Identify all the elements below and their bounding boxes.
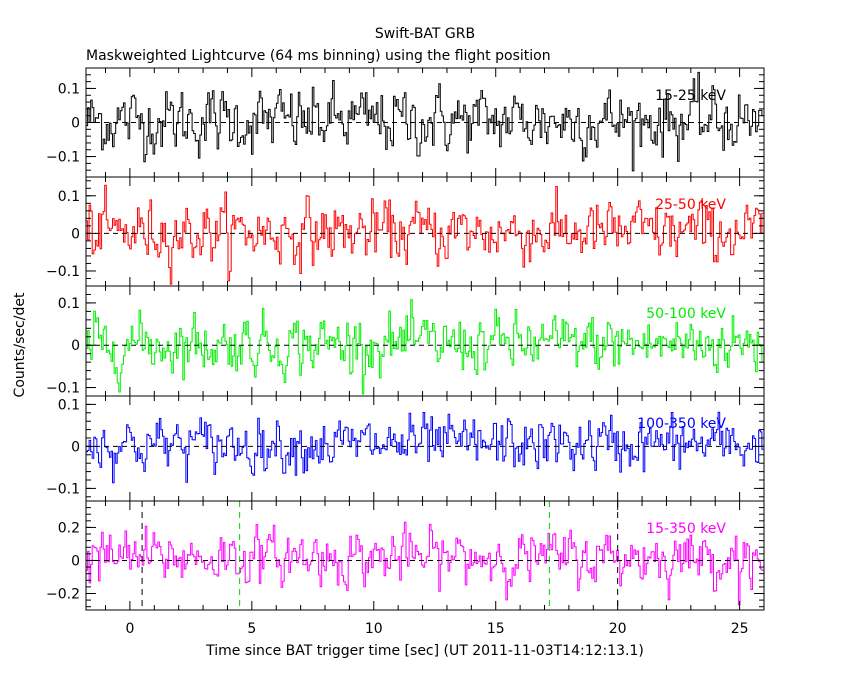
x-axis: 0 5 10 15 20 25 xyxy=(125,621,748,637)
y-axis-label: Counts/sec/det xyxy=(12,292,28,397)
x-axis-label: Time since BAT trigger time [sec] (UT 20… xyxy=(205,643,644,659)
panel-frame xyxy=(85,395,765,502)
y-tick-label: −0.1 xyxy=(46,381,80,397)
panels-group: −0.1 0 0.1 15-25 keV −0.1 0 0.1 25-50 keV −0.1 0 0… xyxy=(46,67,765,611)
series-line xyxy=(86,299,764,395)
panel-15-350-kev: −0.2 0 0.2 15-350 keV xyxy=(46,500,765,611)
x-tick-label: 15 xyxy=(487,621,505,637)
series-line xyxy=(86,184,764,285)
y-tick-label: 0 xyxy=(71,553,80,569)
y-tick-label: 0 xyxy=(71,338,80,354)
series-line xyxy=(86,71,764,172)
x-tick-label: 10 xyxy=(365,621,383,637)
y-tick-label: 0 xyxy=(71,116,80,132)
x-tick-label: 0 xyxy=(125,621,134,637)
y-tick-label: −0.1 xyxy=(46,481,80,497)
y-tick-label: 0.1 xyxy=(58,296,80,312)
y-tick-label: 0.1 xyxy=(58,189,80,205)
y-tick-label: 0 xyxy=(71,439,80,455)
panel-frame xyxy=(85,500,765,611)
panel-100-350-kev: −0.1 0 0.1 100-350 keV xyxy=(46,395,765,502)
panel-25-50-kev: −0.1 0 0.1 25-50 keV xyxy=(46,176,765,287)
y-tick-label: −0.1 xyxy=(46,264,80,280)
panel-frame xyxy=(85,176,765,287)
y-tick-label: 0 xyxy=(71,226,80,242)
y-tick-label: 0.1 xyxy=(58,397,80,413)
x-tick-label: 25 xyxy=(731,621,749,637)
series-line xyxy=(86,411,764,484)
y-tick-label: 0.2 xyxy=(58,520,80,536)
panel-50-100-kev: −0.1 0 0.1 50-100 keV xyxy=(46,285,765,397)
y-tick-label: 0.1 xyxy=(58,81,80,97)
y-tick-label: −0.1 xyxy=(46,150,80,166)
band-label: 15-25 keV xyxy=(655,88,726,104)
panel-15-25-kev: −0.1 0 0.1 15-25 keV xyxy=(46,67,765,178)
y-tick-label: −0.2 xyxy=(46,586,80,602)
band-label: 50-100 keV xyxy=(646,306,726,322)
x-tick-label: 5 xyxy=(247,621,256,637)
x-tick-label: 20 xyxy=(609,621,627,637)
figure-subtitle: Maskweighted Lightcurve (64 ms binning) … xyxy=(86,48,551,64)
series-line xyxy=(86,521,764,606)
band-label: 100-350 keV xyxy=(637,416,726,432)
band-label: 15-350 keV xyxy=(646,521,726,537)
figure-title: Swift-BAT GRB xyxy=(375,26,475,42)
band-label: 25-50 keV xyxy=(655,197,726,213)
